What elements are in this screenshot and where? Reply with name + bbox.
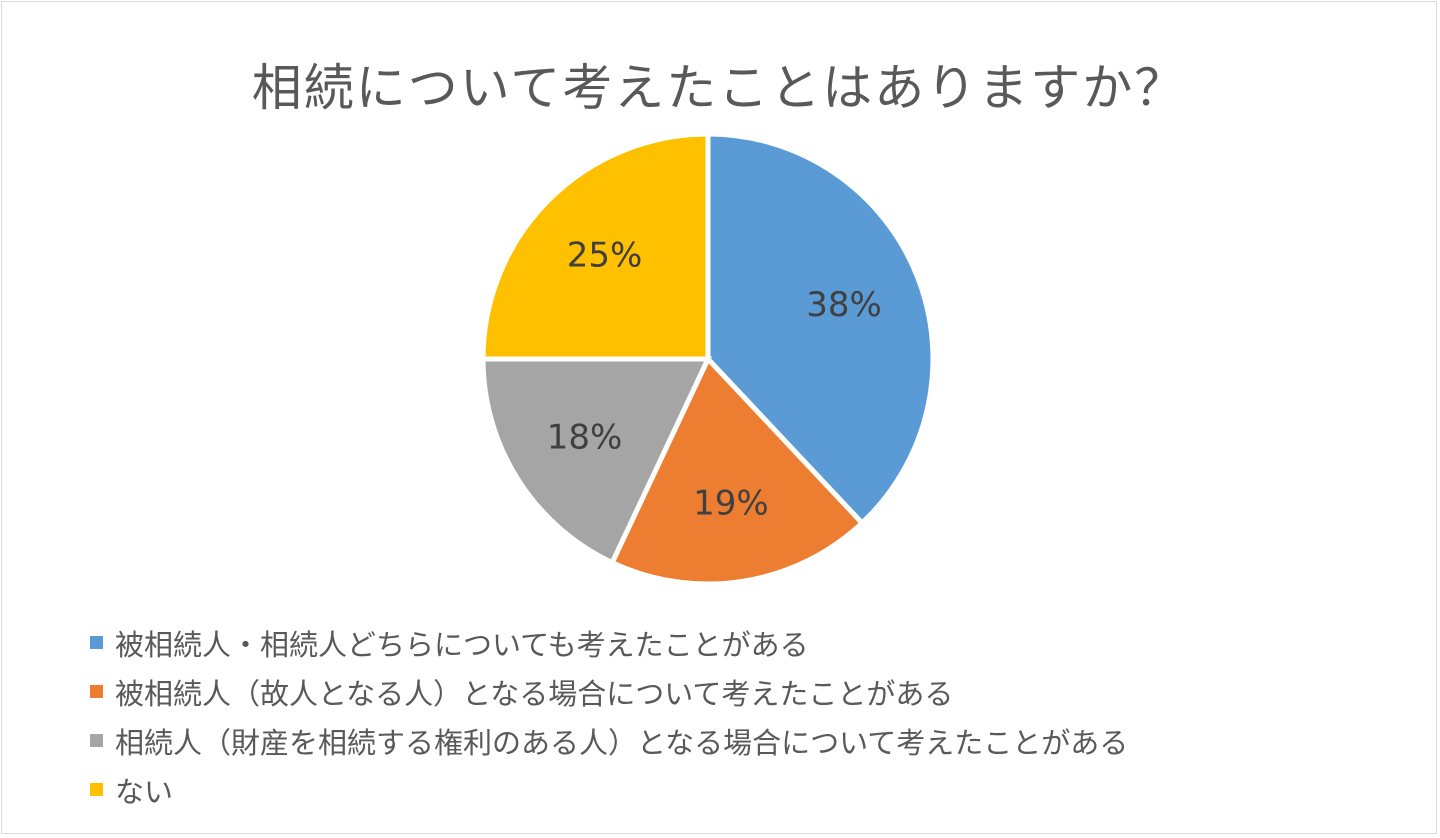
legend-swatch-2 (90, 734, 103, 747)
legend-item-2: 相続人（財産を相続する権利のある人）となる場合について考えたことがある (90, 716, 1128, 765)
data-label-3: 25% (567, 236, 643, 276)
legend-item-0: 被相続人・相続人どちらについても考えたことがある (90, 618, 1128, 667)
legend-swatch-3 (90, 783, 103, 796)
legend-swatch-1 (90, 685, 103, 698)
pie-slice-3 (480, 131, 711, 362)
data-label-1: 19% (693, 483, 769, 523)
legend-label-2: 相続人（財産を相続する権利のある人）となる場合について考えたことがある (115, 725, 1129, 760)
legend-item-3: ない (90, 765, 1128, 814)
pie-slice-2 (480, 356, 712, 566)
legend-label-0: 被相続人・相続人どちらについても考えたことがある (115, 627, 809, 662)
data-label-0: 38% (806, 285, 882, 325)
legend-item-1: 被相続人（故人となる人）となる場合について考えたことがある (90, 667, 1128, 716)
pie-slice-1 (608, 354, 866, 587)
legend-label-1: 被相続人（故人となる人）となる場合について考えたことがある (115, 676, 954, 711)
data-label-2: 18% (547, 417, 623, 457)
chart-title: 相続について考えたことはありますか？ (251, 59, 1187, 117)
pie-slice-0 (705, 131, 936, 527)
legend-label-3: ない (115, 774, 174, 809)
legend-swatch-0 (90, 636, 103, 649)
chart-legend: 被相続人・相続人どちらについても考えたことがある 被相続人（故人となる人）となる… (90, 618, 1128, 814)
